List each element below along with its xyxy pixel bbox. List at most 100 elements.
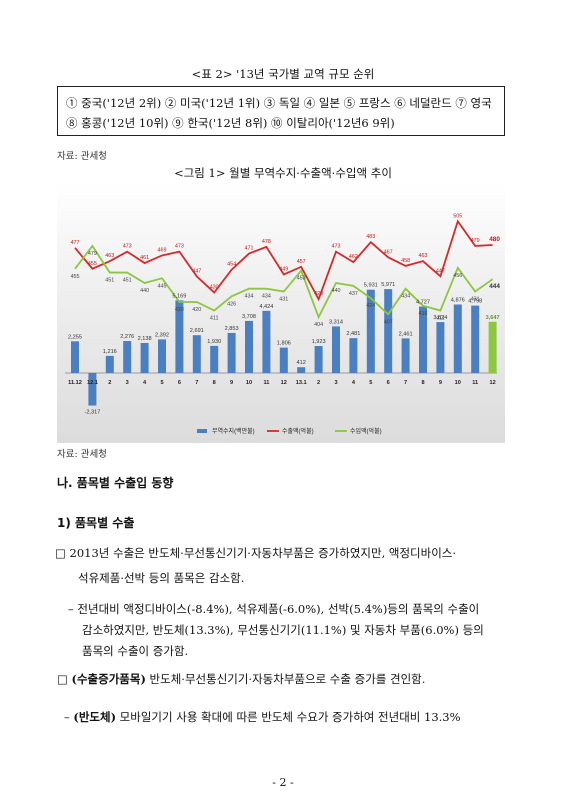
- table2-caption: <표 2> '13년 국가별 교역 규모 순위: [191, 67, 375, 81]
- paragraph-4: – (반도체) 모바일기기 사용 확대에 따른 반도체 수요가 증가하여 전년대…: [64, 705, 461, 730]
- x-tick-label: 9: [439, 380, 442, 386]
- paragraph-4-bold: (반도체): [73, 710, 117, 724]
- bar-value-label: -2,317: [84, 410, 100, 416]
- export-line-value-label: 467: [384, 249, 393, 255]
- paragraph-1-line-1: □ 2013년 수출은 반도체·무선통신기기·자동차부품은 증가하였지만, 액정…: [55, 546, 457, 560]
- export-line-value-label: 477: [71, 240, 80, 246]
- import-line-value-label: 407: [384, 319, 393, 325]
- chart-background: [57, 183, 505, 443]
- bar-value-label: 5,169: [172, 293, 186, 299]
- export-line-value-label: 458: [401, 258, 410, 264]
- trade-balance-bar: [227, 332, 236, 373]
- paragraph-1-line-2: 석유제품·선박 등의 품목은 감소함.: [78, 571, 245, 585]
- trade-balance-bar: [488, 321, 497, 373]
- x-tick-label: 12: [489, 380, 495, 386]
- import-line-value-label: 424: [366, 303, 375, 309]
- legend-label: 수출액(억불): [282, 427, 314, 435]
- import-line-value-label: 445: [158, 283, 167, 289]
- import-line-value-label: 420: [192, 307, 201, 313]
- trade-balance-bar: [105, 355, 114, 373]
- bar-value-label: 2,481: [346, 331, 360, 337]
- bar-value-label: 2,691: [190, 328, 204, 334]
- trade-balance-bar: [471, 305, 480, 373]
- export-line-value-label: 505: [453, 213, 462, 219]
- export-line-value-label: 463: [105, 253, 114, 259]
- trade-balance-bar: [332, 326, 340, 373]
- bar-value-label: 2,255: [68, 334, 82, 340]
- bar-value-label: 1,923: [312, 339, 326, 345]
- export-line-value-label: 480: [489, 236, 500, 243]
- x-tick-label: 9: [230, 380, 233, 386]
- bar-value-label: 2,276: [120, 334, 134, 340]
- x-tick-label: 4: [352, 380, 356, 386]
- paragraph-3-box: □: [57, 672, 68, 686]
- export-line-value-label: 473: [175, 244, 184, 250]
- trade-balance-bar: [419, 306, 427, 373]
- bar-value-label: 3,647: [486, 315, 500, 321]
- x-tick-label: 11: [472, 380, 478, 386]
- export-line-value-label: 463: [419, 253, 428, 259]
- import-line-value-label: 434: [401, 294, 410, 300]
- import-line-value-label: 453: [297, 276, 306, 282]
- bar-value-label: 4,876: [451, 297, 465, 303]
- export-line-value-label: 483: [366, 234, 375, 240]
- x-tick-label: 2: [108, 380, 111, 386]
- x-tick-label: 12.1: [87, 380, 98, 386]
- import-line-value-label: 456: [453, 273, 462, 279]
- export-line-value-label: 454: [227, 262, 236, 268]
- x-tick-label: 13.1: [296, 380, 307, 386]
- export-line-value-label: 447: [192, 268, 201, 274]
- x-tick-label: 11: [263, 380, 269, 386]
- trade-balance-bar: [314, 345, 323, 373]
- trade-balance-bar: [279, 347, 288, 373]
- export-line-value-label: 478: [262, 239, 271, 245]
- x-tick-label: 4: [143, 380, 147, 386]
- import-line: [74, 244, 494, 320]
- import-line-value-label: 431: [279, 297, 288, 303]
- bar-value-label: 1,216: [103, 349, 117, 355]
- trade-balance-bar: [158, 339, 166, 373]
- paragraph-2-line-2: 감소하였지만, 반도체(13.3%), 무선통신기기(11.1%) 및 자동차 …: [82, 623, 484, 637]
- trade-balance-bar: [71, 341, 79, 373]
- export-line-value-label: 461: [140, 255, 149, 261]
- trade-balance-bar: [192, 335, 201, 373]
- trade-balance-bar: [245, 320, 253, 373]
- import-line-value-label: 451: [123, 278, 132, 284]
- x-tick-label: 2: [317, 380, 320, 386]
- ranking-box: ① 중국('12년 2위) ② 미국('12년 1위) ③ 독일 ④ 일본 ⑤ …: [57, 86, 505, 136]
- export-line-value-label: 457: [297, 259, 306, 265]
- import-line-value-label: 437: [349, 291, 358, 297]
- x-tick-label: 10: [455, 380, 461, 386]
- import-line-value-label: 440: [140, 288, 149, 294]
- legend-label: 무역수지(백만불): [212, 427, 255, 435]
- x-tick-label: 8: [213, 380, 216, 386]
- bar-value-label: 5,931: [364, 283, 378, 289]
- bar-value-label: 3,624: [433, 315, 447, 321]
- page-number: - 2 -: [272, 776, 294, 789]
- x-tick-label: 6: [387, 380, 390, 386]
- x-tick-label: 5: [369, 380, 372, 386]
- export-line: [74, 219, 493, 302]
- subsection-heading: 1) 품목별 수출: [57, 516, 135, 530]
- trade-balance-bar: [123, 341, 132, 373]
- import-line-value-label: 455: [71, 274, 80, 280]
- import-line-value-label: 444: [489, 283, 500, 290]
- x-tick-label: 12: [281, 380, 287, 386]
- x-tick-label: 3: [126, 380, 129, 386]
- paragraph-3-rest: 반도체·무선통신기기·자동차부품으로 수출 증가를 견인함.: [145, 672, 426, 686]
- paragraph-4-rest: 모바일기기 사용 확대에 따른 반도체 수요가 증가하여 전년대비 13.3%: [116, 710, 461, 724]
- ranking-line-2: ⑧ 홍콩('12년 10위) ⑨ 한국('12년 8위) ⑩ 이탈리아('12년…: [66, 116, 395, 130]
- bar-value-label: 4,727: [416, 300, 430, 306]
- import-line-value-label: 411: [210, 316, 219, 322]
- import-line-value-label: 431: [471, 297, 480, 303]
- trade-balance-bar: [453, 304, 462, 373]
- export-line-value-label: 447: [436, 268, 445, 274]
- export-line-value-label: 471: [245, 246, 254, 252]
- bar-value-label: 4,424: [259, 304, 273, 310]
- paragraph-3-bold: (수출증가품목): [71, 672, 146, 686]
- bar-value-label: 412: [297, 360, 306, 366]
- paragraph-2-line-3: 품목의 수출이 증가함.: [82, 644, 189, 658]
- source-note-1: 자료: 관세청: [57, 151, 107, 162]
- import-line-value-label: 416: [419, 311, 428, 317]
